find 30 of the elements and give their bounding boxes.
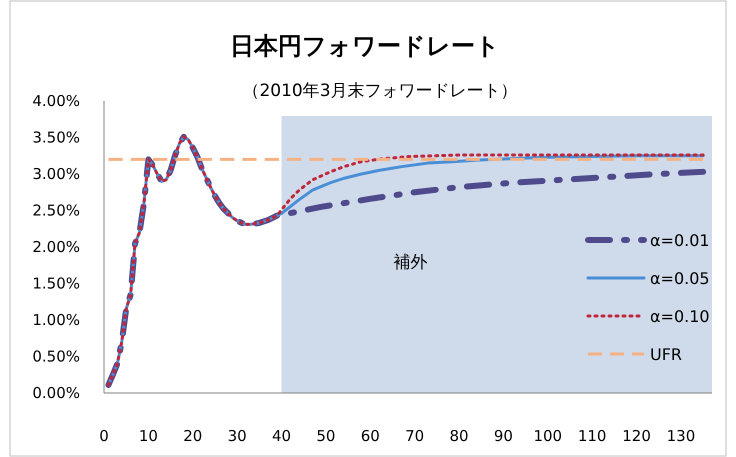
y-tick-label: 2.00% <box>32 238 80 256</box>
legend-label: α=0.05 <box>650 269 710 288</box>
x-tick-label: 120 <box>622 427 651 445</box>
x-tick-label: 130 <box>666 427 696 445</box>
legend-label: α=0.01 <box>650 231 710 250</box>
y-tick-label: 3.00% <box>32 165 80 183</box>
x-tick-label: 110 <box>578 427 606 445</box>
x-tick-label: 80 <box>449 427 469 445</box>
x-tick-label: 20 <box>183 427 202 445</box>
legend-label: α=0.10 <box>650 307 710 326</box>
y-tick-label: 1.00% <box>32 311 80 329</box>
x-tick-label: 90 <box>494 427 513 445</box>
y-tick-label: 0.50% <box>32 348 80 366</box>
y-tick-label: 1.50% <box>32 274 80 292</box>
x-tick-label: 0 <box>99 427 109 445</box>
chart-title: 日本円フォワードレート <box>230 32 500 60</box>
x-tick-label: 60 <box>360 427 380 445</box>
y-tick-label: 4.00% <box>32 92 80 110</box>
x-tick-label: 10 <box>138 427 158 445</box>
band-label: 補外 <box>394 252 428 272</box>
y-tick-label: 3.50% <box>32 128 80 146</box>
y-tick-label: 2.50% <box>32 202 80 220</box>
y-tick-label: 0.00% <box>32 384 80 402</box>
x-tick-label: 100 <box>533 427 562 445</box>
x-tick-label: 40 <box>272 427 292 445</box>
x-tick-label: 70 <box>405 427 424 445</box>
x-tick-label: 30 <box>228 427 247 445</box>
x-tick-label: 50 <box>316 427 336 445</box>
legend-label: UFR <box>650 345 682 364</box>
chart-subtitle: （2010年3月末フォワードレート） <box>242 81 518 101</box>
